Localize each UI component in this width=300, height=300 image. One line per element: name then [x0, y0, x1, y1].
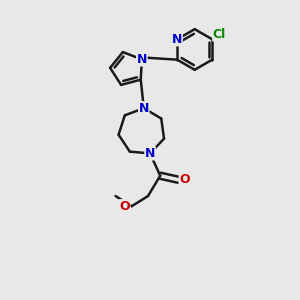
Text: O: O [119, 200, 130, 213]
Text: O: O [179, 173, 190, 186]
Text: N: N [172, 33, 182, 46]
Text: N: N [139, 102, 149, 115]
Text: N: N [137, 53, 147, 66]
Text: Cl: Cl [213, 28, 226, 41]
Text: N: N [145, 147, 155, 160]
